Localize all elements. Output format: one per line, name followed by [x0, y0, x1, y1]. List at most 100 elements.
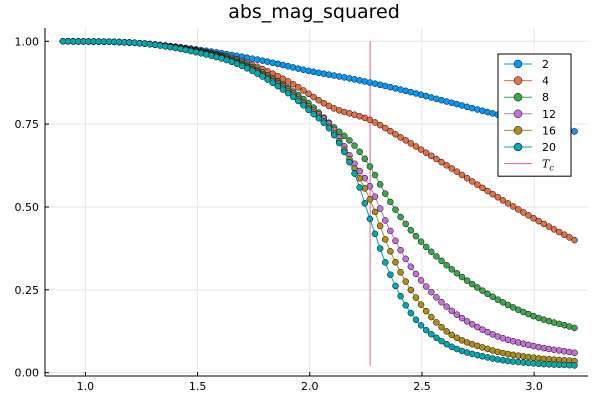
legend-marker	[513, 76, 523, 85]
data-point	[387, 227, 394, 235]
x-tick-label: 2.5	[413, 380, 431, 393]
data-point	[520, 209, 527, 216]
legend-item-16: 16	[504, 124, 556, 137]
data-point	[535, 217, 542, 225]
data-point	[346, 137, 353, 144]
data-point	[422, 326, 430, 334]
data-point	[484, 290, 491, 298]
data-point	[555, 228, 563, 236]
legend-marker	[513, 92, 523, 102]
data-point	[284, 89, 292, 97]
data-point	[320, 119, 328, 127]
data-point	[310, 93, 317, 101]
data-point	[474, 181, 481, 188]
data-point	[438, 257, 445, 265]
data-point	[443, 261, 450, 269]
x-tick-label: 1.5	[189, 380, 207, 393]
data-point	[453, 270, 461, 277]
legend-item-8: 8	[504, 91, 549, 104]
data-point	[407, 286, 415, 294]
data-point	[371, 193, 379, 200]
data-point	[305, 106, 312, 113]
y-tick-label: 0.25	[15, 284, 40, 297]
series-20	[59, 38, 578, 369]
data-point	[356, 148, 363, 156]
data-point	[463, 174, 471, 182]
data-point	[392, 131, 399, 138]
data-point	[561, 231, 568, 238]
data-point	[402, 255, 409, 263]
data-point	[376, 222, 384, 230]
legend-label: 20	[542, 141, 556, 154]
data-point	[433, 319, 440, 326]
data-point	[571, 324, 578, 332]
data-point	[422, 307, 430, 315]
data-point	[504, 200, 512, 207]
data-point	[443, 340, 450, 348]
data-point	[392, 258, 399, 266]
data-point	[402, 220, 409, 228]
data-point	[402, 137, 409, 144]
data-point	[335, 139, 343, 147]
data-point	[489, 190, 496, 198]
legend-label: 12	[542, 108, 556, 121]
data-point	[407, 140, 415, 147]
data-point	[428, 288, 435, 296]
data-point	[305, 90, 312, 98]
legend-marker	[513, 59, 523, 69]
data-point	[422, 283, 430, 290]
data-point	[351, 170, 358, 177]
data-point	[417, 146, 425, 153]
tick-labels: 1.0 1.5 2.0 2.5 3.0 0.00 0.25 0.50 0.75 1.00	[15, 35, 543, 393]
data-point	[571, 362, 578, 369]
data-point	[371, 171, 379, 179]
data-point	[295, 97, 302, 105]
legend-item-tc: Tc	[504, 158, 554, 173]
data-point	[382, 236, 389, 243]
data-point	[494, 193, 502, 201]
data-point	[515, 206, 522, 213]
legend-label: 4	[542, 75, 549, 88]
data-point	[453, 334, 461, 342]
data-point	[376, 205, 384, 212]
legend: 2 4 8 12 16 20 Tc	[497, 53, 572, 177]
data-point	[315, 115, 322, 122]
data-point	[494, 296, 502, 303]
data-point	[366, 163, 374, 170]
data-point	[499, 299, 507, 306]
x-tick-label: 1.0	[77, 380, 95, 393]
legend-label: 16	[542, 124, 556, 137]
data-point	[428, 248, 435, 255]
legend-label-tc-subscript: c	[549, 164, 554, 173]
data-point	[402, 278, 409, 285]
data-point	[428, 330, 435, 338]
data-point	[417, 277, 425, 284]
data-point	[397, 213, 404, 221]
data-point	[433, 334, 440, 342]
data-point	[397, 292, 404, 300]
data-point	[571, 349, 578, 357]
data-point	[443, 162, 450, 169]
data-point	[509, 203, 517, 210]
data-point	[571, 236, 578, 244]
data-point	[474, 323, 481, 331]
legend-label: 8	[542, 91, 549, 104]
y-tick-label: 0.00	[15, 367, 40, 380]
data-point	[428, 313, 435, 321]
legend-item-12: 12	[504, 108, 556, 121]
data-point	[412, 316, 420, 323]
legend-label: 2	[542, 58, 549, 71]
legend-item-4: 4	[504, 75, 549, 88]
data-point	[295, 84, 302, 91]
legend-marker	[513, 142, 523, 152]
data-point	[320, 99, 328, 107]
data-point	[463, 277, 471, 284]
data-point	[438, 298, 445, 306]
data-point	[392, 206, 399, 213]
data-point	[366, 196, 374, 203]
data-point	[387, 271, 394, 278]
data-point	[448, 307, 456, 315]
data-point	[433, 155, 440, 163]
data-point	[289, 80, 297, 88]
